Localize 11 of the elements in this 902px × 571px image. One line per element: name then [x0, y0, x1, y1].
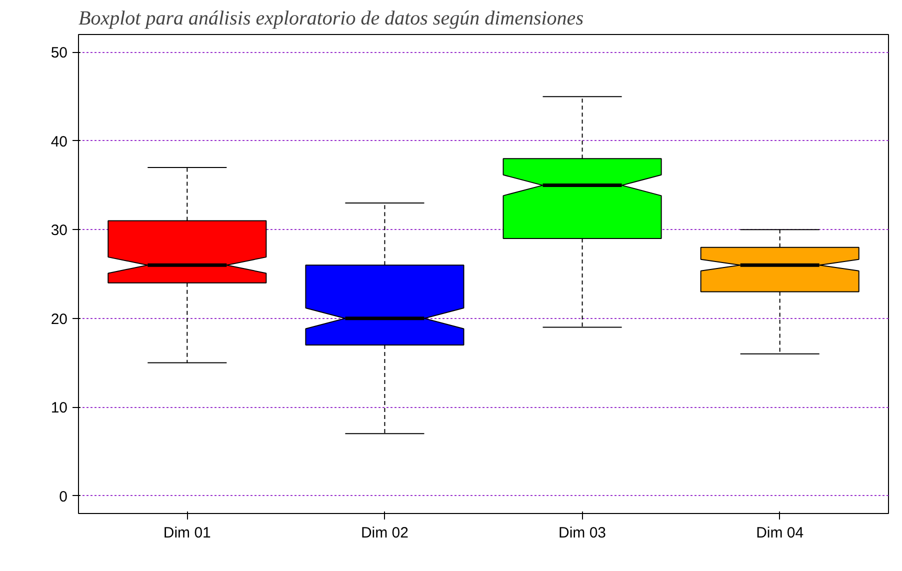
y-tick-label: 0	[59, 488, 68, 506]
x-tick-label: Dim 04	[756, 524, 804, 542]
y-tick-label: 40	[50, 133, 68, 150]
y-tick-label: 50	[50, 44, 68, 62]
y-tick-label: 20	[50, 310, 68, 328]
y-tick-label: 10	[50, 400, 68, 417]
y-tick-label: 30	[50, 222, 68, 240]
x-tick-label: Dim 01	[163, 524, 211, 542]
chart-title: Boxplot para análisis exploratorio de datos según dimensiones	[78, 8, 584, 30]
x-tick-label: Dim 02	[360, 524, 408, 542]
x-tick-label: Dim 03	[558, 524, 606, 542]
